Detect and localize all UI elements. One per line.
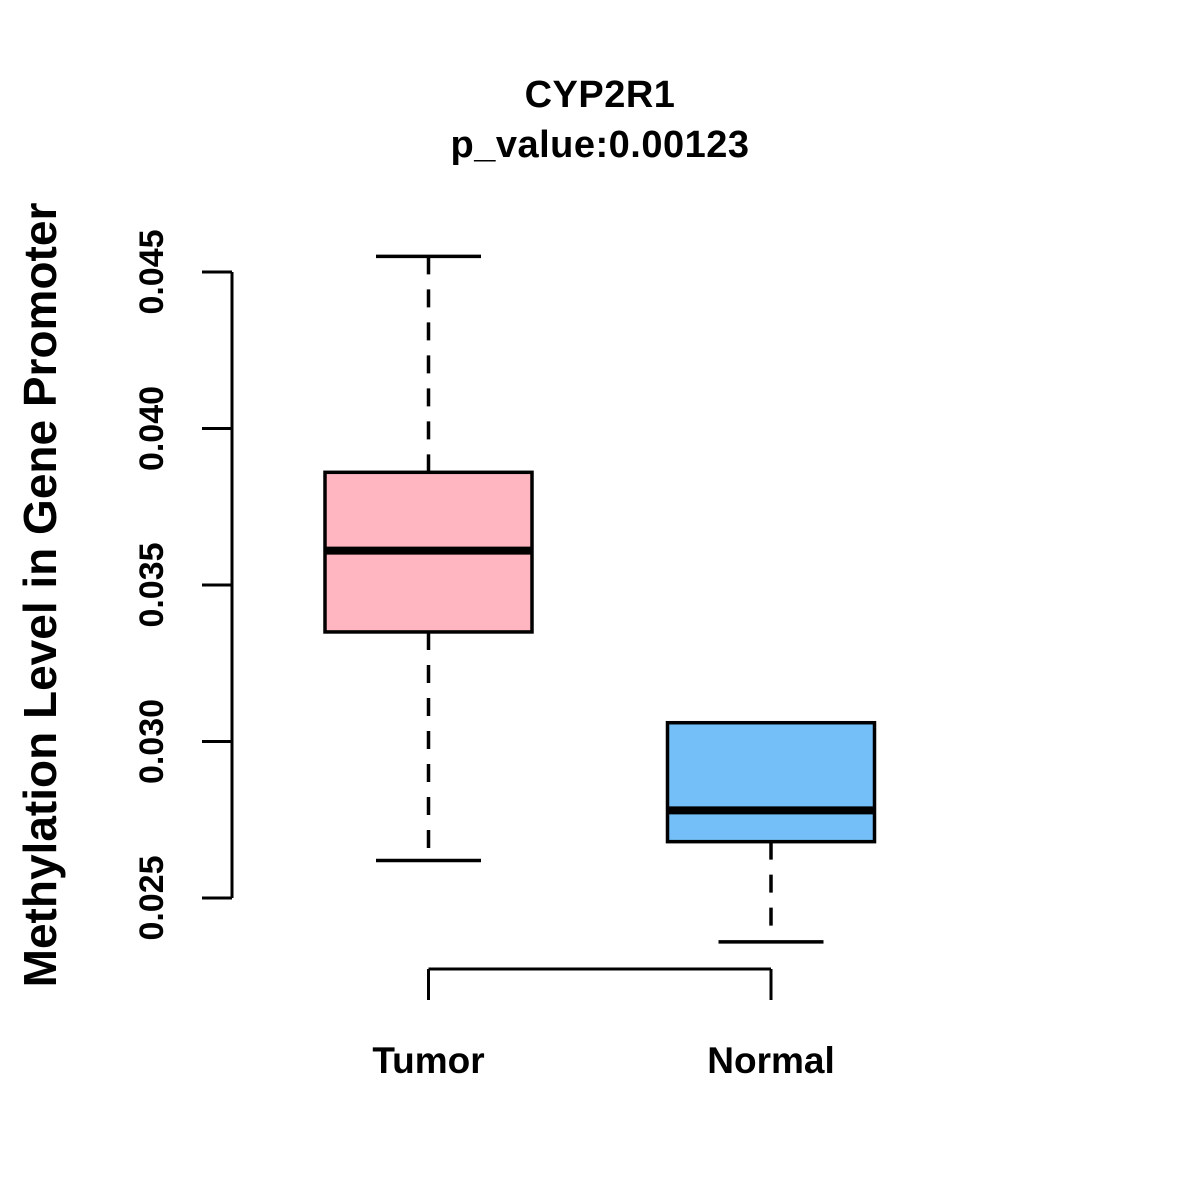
chart-title: CYP2R1 [524, 74, 676, 116]
x-category-label-tumor: Tumor [372, 1040, 484, 1081]
x-category-label-normal: Normal [707, 1040, 834, 1081]
y-tick-label: 0.045 [133, 229, 171, 314]
y-tick-label: 0.025 [133, 855, 171, 940]
y-tick-label: 0.030 [133, 699, 171, 784]
box-normal [665, 720, 877, 844]
y-tick-label: 0.040 [133, 386, 171, 471]
chart-subtitle: p_value:0.00123 [450, 124, 750, 166]
y-tick-label: 0.035 [133, 542, 171, 627]
title-block: CYP2R1 p_value:0.00123 [0, 70, 1200, 170]
